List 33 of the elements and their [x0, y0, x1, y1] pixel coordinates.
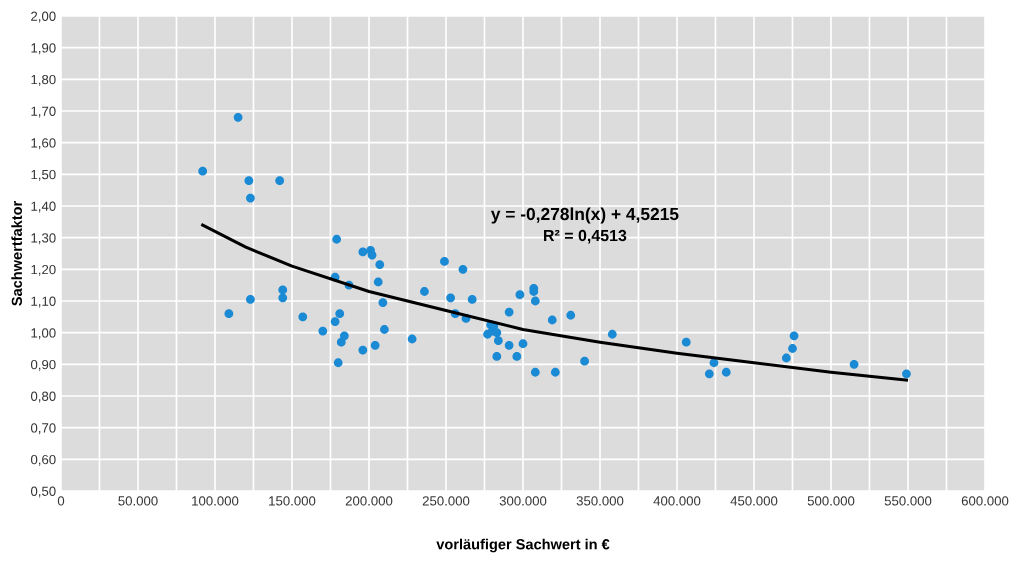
x-tick-label: 100.000: [192, 496, 239, 506]
x-tick-label: 600.000: [961, 496, 1009, 506]
y-tick-label: 1,90: [31, 43, 56, 55]
x-tick-label: 500.000: [807, 496, 855, 506]
y-tick-label: 2,00: [31, 11, 56, 23]
y-tick-label: 0,80: [30, 391, 56, 403]
x-tick-label: 0: [57, 496, 65, 506]
y-tick-label: 1,60: [31, 138, 56, 150]
y-tick-label: 1,50: [31, 169, 56, 181]
y-tick-label: 1,30: [31, 233, 56, 245]
x-tick-label: 250.000: [422, 496, 470, 506]
y-tick-label: 1,70: [31, 106, 56, 118]
x-axis-title: vorläufiger Sachwert in €: [436, 538, 610, 553]
y-tick-label: 1,80: [31, 74, 56, 86]
annotation: y = -0,278ln(x) + 4,5215: [490, 207, 679, 224]
x-tick-label: 450.000: [730, 496, 778, 506]
y-tick-label: 0,60: [30, 454, 56, 466]
y-tick-label: 1,10: [31, 296, 56, 308]
x-tick-label: 50.000: [118, 496, 158, 506]
x-tick-label: 400.000: [653, 496, 701, 506]
y-tick-label: 1,20: [31, 264, 56, 276]
y-tick-label: 0,70: [30, 423, 56, 435]
y-tick-label: 0,50: [30, 486, 56, 498]
y-tick-label: 0,90: [30, 359, 56, 371]
x-tick-label: 550.000: [884, 496, 932, 506]
x-tick-label: 300.000: [499, 496, 547, 506]
annotation: R² = 0,4513: [544, 229, 627, 244]
x-tick-label: 200.000: [345, 496, 393, 506]
y-axis-title: Sachwertfaktor: [11, 201, 23, 306]
y-tick-label: 1,40: [31, 201, 56, 213]
x-tick-label: 150.000: [269, 496, 316, 506]
y-tick-label: 1,00: [31, 328, 56, 340]
x-tick-label: 350.000: [576, 496, 624, 506]
